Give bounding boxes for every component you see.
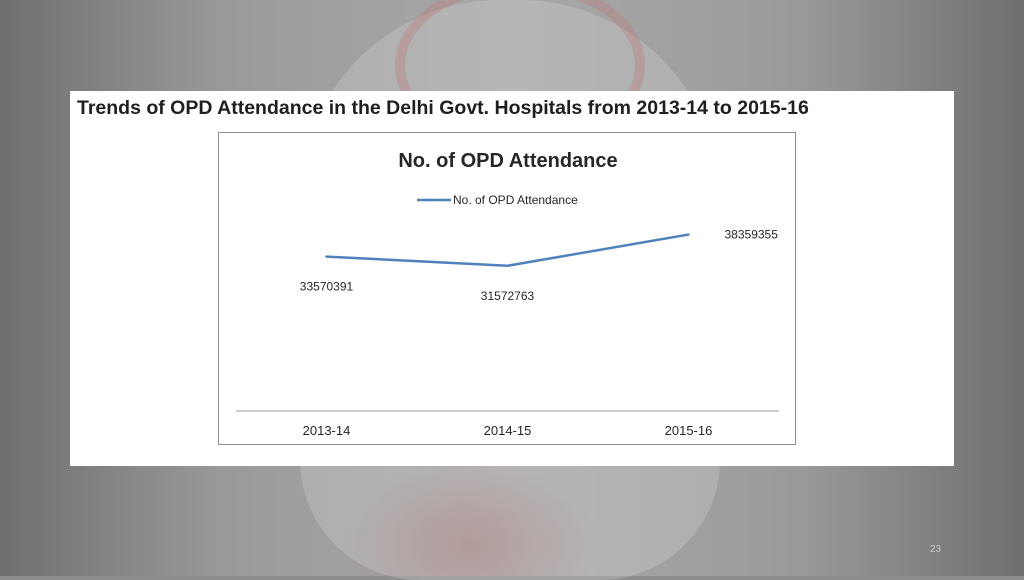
page-number: 23 bbox=[930, 544, 942, 555]
data-label: 31572763 bbox=[481, 289, 535, 303]
x-tick-label: 2014-15 bbox=[484, 423, 532, 438]
slide-content-panel: Trends of OPD Attendance in the Delhi Go… bbox=[70, 91, 954, 466]
chart-title: No. of OPD Attendance bbox=[398, 150, 617, 172]
series-layer: 33570391 31572763 38359355 bbox=[300, 228, 778, 303]
chart-frame: No. of OPD Attendance No. of OPD Attenda… bbox=[218, 132, 796, 445]
data-label: 33570391 bbox=[300, 280, 354, 294]
line-chart: No. of OPD Attendance No. of OPD Attenda… bbox=[236, 150, 779, 438]
chart-legend: No. of OPD Attendance bbox=[417, 193, 578, 207]
x-axis-tick-labels: 2013-14 2014-15 2015-16 bbox=[303, 423, 713, 438]
data-label: 38359355 bbox=[725, 228, 779, 242]
data-point bbox=[506, 264, 509, 267]
data-point bbox=[687, 233, 690, 236]
slide-title: Trends of OPD Attendance in the Delhi Go… bbox=[77, 97, 809, 119]
x-tick-label: 2015-16 bbox=[665, 423, 713, 438]
data-point bbox=[325, 255, 328, 258]
series-line bbox=[326, 233, 689, 268]
x-tick-label: 2013-14 bbox=[303, 423, 351, 438]
legend-label: No. of OPD Attendance bbox=[453, 193, 578, 207]
